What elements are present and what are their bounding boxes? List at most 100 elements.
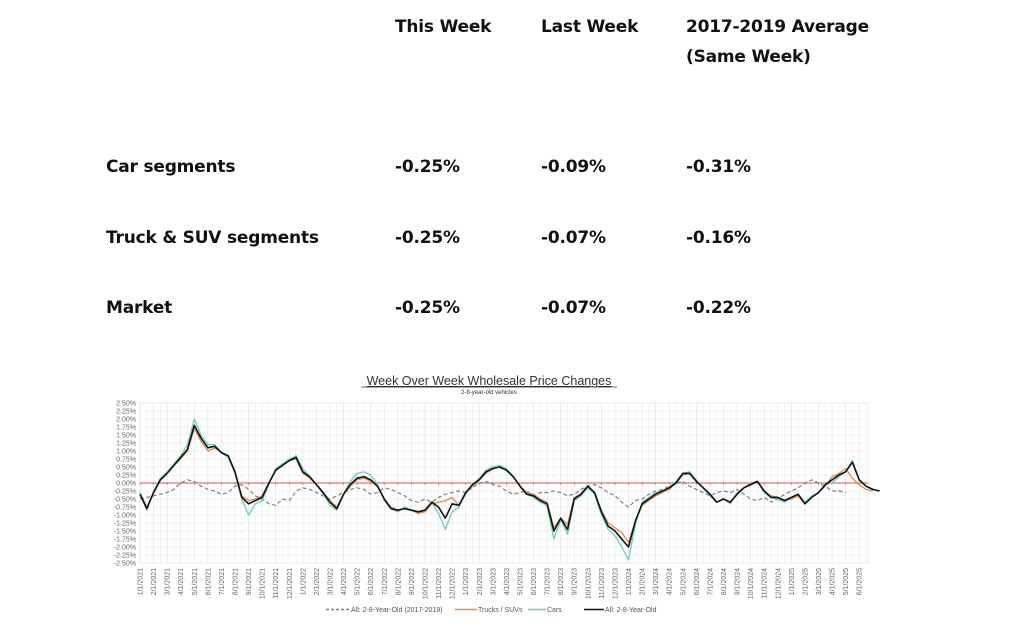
- x-tick-label: 5/1/2025: [843, 568, 850, 595]
- x-tick-label: 3/1/2022: [327, 568, 334, 595]
- x-tick-label: 5/1/2022: [355, 568, 362, 595]
- x-tick-label: 8/1/2024: [721, 568, 728, 595]
- x-tick-label: 1/1/2023: [463, 568, 470, 595]
- chart-title: Week Over Week Wholesale Price Changes: [367, 374, 612, 388]
- y-tick-label: -1.75%: [114, 536, 136, 543]
- y-tick-label: 1.75%: [116, 424, 136, 431]
- x-tick-label: 1/1/2024: [626, 568, 633, 595]
- x-tick-label: 6/1/2025: [857, 568, 864, 595]
- x-tick-label: 11/1/2024: [762, 568, 769, 599]
- x-tick-label: 8/1/2022: [395, 568, 402, 595]
- this-week-value: -0.25%: [395, 228, 460, 248]
- y-tick-label: 2.00%: [116, 416, 136, 423]
- y-tick-label: -0.25%: [114, 488, 136, 495]
- y-tick-label: 0.75%: [116, 456, 136, 463]
- x-tick-label: 1/1/2021: [138, 568, 145, 595]
- legend-label: Cars: [547, 607, 562, 614]
- y-tick-label: -2.50%: [114, 560, 136, 567]
- x-tick-label: 2/1/2021: [151, 568, 158, 595]
- row-label: Market: [106, 298, 173, 318]
- x-tick-label: 6/1/2022: [368, 568, 375, 595]
- y-tick-label: 2.25%: [116, 408, 136, 415]
- x-tick-label: 1/1/2022: [300, 568, 307, 595]
- x-tick-label: 8/1/2023: [558, 568, 565, 595]
- y-tick-label: 0.00%: [116, 480, 136, 487]
- x-tick-label: 7/1/2023: [545, 568, 552, 595]
- legend: All: 2-8-Year-Old (2017-2019) Trucks / SU…: [326, 607, 657, 614]
- average-value: -0.31%: [686, 157, 751, 177]
- x-tick-label: 7/1/2022: [382, 568, 389, 595]
- y-tick-label: -1.50%: [114, 528, 136, 535]
- y-tick-label: -0.50%: [114, 496, 136, 503]
- this-week-value: -0.25%: [395, 157, 460, 177]
- y-tick-label: -2.25%: [114, 552, 136, 559]
- x-tick-label: 3/1/2025: [816, 568, 823, 595]
- average-value: -0.16%: [686, 228, 751, 248]
- column-header-last-week: Last Week: [541, 17, 639, 37]
- x-tick-label: 8/1/2021: [232, 568, 239, 595]
- x-tick-label: 4/1/2021: [178, 568, 185, 595]
- x-tick-label: 2/1/2022: [314, 568, 321, 595]
- y-tick-label: 0.50%: [116, 464, 136, 471]
- x-tick-label: 4/1/2024: [667, 568, 674, 595]
- x-tick-label: 11/1/2021: [273, 568, 280, 599]
- last-week-value: -0.07%: [541, 228, 606, 248]
- x-tick-label: 2/1/2023: [477, 568, 484, 595]
- last-week-value: -0.09%: [541, 157, 606, 177]
- x-tick-label: 3/1/2023: [490, 568, 497, 595]
- y-tick-label: 0.25%: [116, 472, 136, 479]
- x-tick-label: 9/1/2022: [409, 568, 416, 595]
- last-week-value: -0.07%: [541, 298, 606, 318]
- x-tick-label: 6/1/2023: [531, 568, 538, 595]
- x-tick-label: 5/1/2023: [517, 568, 524, 595]
- y-tick-label: 2.50%: [116, 400, 136, 407]
- x-axis: 1/1/2021 2/1/2021 3/1/2021 4/1/2021 5/1/2021…: [138, 568, 864, 599]
- x-tick-label: 10/1/2024: [748, 568, 755, 599]
- x-tick-label: 4/1/2022: [341, 568, 348, 595]
- y-tick-label: -2.00%: [114, 544, 136, 551]
- row-label: Truck & SUV segments: [106, 228, 319, 248]
- x-tick-label: 10/1/2022: [422, 568, 429, 599]
- row-label: Car segments: [106, 157, 236, 177]
- x-tick-label: 2/1/2025: [802, 568, 809, 595]
- y-axis: -2.50%-2.25%-2.00%-1.75%-1.50%-1.25%-1.0…: [114, 400, 136, 567]
- x-tick-label: 12/1/2021: [287, 568, 294, 599]
- legend-label: All: 2-8-Year-Old: [605, 607, 657, 614]
- x-tick-label: 7/1/2021: [219, 568, 226, 595]
- x-tick-label: 11/1/2023: [599, 568, 606, 599]
- x-tick-label: 12/1/2024: [775, 568, 782, 599]
- x-tick-label: 2/1/2024: [640, 568, 647, 595]
- x-tick-label: 3/1/2024: [653, 568, 660, 595]
- x-tick-label: 9/1/2024: [735, 568, 742, 595]
- x-tick-label: 4/1/2025: [830, 568, 837, 595]
- this-week-value: -0.25%: [395, 298, 460, 318]
- y-tick-label: -0.75%: [114, 504, 136, 511]
- series-lines: [139, 418, 880, 561]
- y-tick-label: 1.25%: [116, 440, 136, 447]
- x-tick-label: 12/1/2022: [450, 568, 457, 599]
- legend-label: Trucks / SUVs: [478, 607, 523, 614]
- x-tick-label: 3/1/2021: [165, 568, 172, 595]
- average-value: -0.22%: [686, 298, 751, 318]
- chart-subtitle: 2-8-year-old vehicles: [461, 390, 517, 396]
- column-header-average-sub: (Same Week): [686, 47, 811, 67]
- x-tick-label: 9/1/2023: [572, 568, 579, 595]
- x-tick-label: 6/1/2024: [694, 568, 701, 595]
- column-header-average: 2017-2019 Average: [686, 17, 869, 37]
- x-tick-label: 10/1/2021: [260, 568, 267, 599]
- column-header-this-week: This Week: [395, 17, 492, 37]
- x-tick-label: 6/1/2021: [205, 568, 212, 595]
- series-line-all-2-8-year-old: [139, 424, 880, 548]
- x-tick-label: 7/1/2024: [707, 568, 714, 595]
- x-tick-label: 9/1/2021: [246, 568, 253, 595]
- x-tick-label: 1/1/2025: [789, 568, 796, 595]
- y-tick-label: -1.00%: [114, 512, 136, 519]
- y-tick-label: 1.00%: [116, 448, 136, 455]
- x-tick-label: 4/1/2023: [504, 568, 511, 595]
- x-tick-label: 5/1/2021: [192, 568, 199, 595]
- x-tick-label: 5/1/2024: [680, 568, 687, 595]
- y-tick-label: 1.50%: [116, 432, 136, 439]
- y-tick-label: -1.25%: [114, 520, 136, 527]
- x-tick-label: 10/1/2023: [585, 568, 592, 599]
